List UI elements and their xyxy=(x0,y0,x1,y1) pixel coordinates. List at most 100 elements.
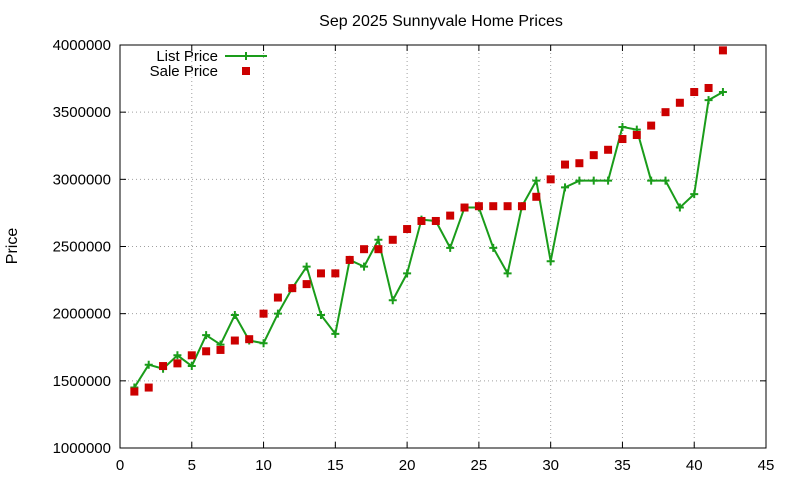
y-tick-label: 1000000 xyxy=(53,440,111,457)
sale-price-point xyxy=(647,121,656,130)
sale-price-point xyxy=(489,202,498,211)
list-price-point xyxy=(202,331,211,340)
x-tick-label: 25 xyxy=(471,457,488,474)
sale-price-point xyxy=(230,336,239,345)
sale-price-point xyxy=(561,160,570,169)
list-price-point xyxy=(618,122,627,131)
list-price-point xyxy=(604,176,613,185)
sale-price-point xyxy=(675,98,684,107)
list-price-point xyxy=(331,329,340,338)
y-tick-label: 2500000 xyxy=(53,239,111,256)
sale-price-point xyxy=(316,269,325,278)
x-tick-label: 20 xyxy=(399,457,416,474)
sale-price-point xyxy=(374,245,383,254)
y-tick-label: 3500000 xyxy=(53,104,111,121)
chart-title: Sep 2025 Sunnyvale Home Prices xyxy=(319,13,563,30)
sale-price-point xyxy=(216,345,225,354)
sale-price-point xyxy=(159,362,168,371)
list-price-point xyxy=(532,176,541,185)
sale-price-point xyxy=(690,88,699,97)
y-tick-label: 2000000 xyxy=(53,306,111,323)
list-price-point xyxy=(388,296,397,305)
sale-price-point xyxy=(446,211,455,220)
x-tick-label: 35 xyxy=(614,457,631,474)
list-price-point xyxy=(230,311,239,320)
x-tick-label: 15 xyxy=(327,457,344,474)
x-tick-label: 30 xyxy=(542,457,559,474)
sale-price-point xyxy=(331,269,340,278)
x-tick-label: 10 xyxy=(255,457,272,474)
y-axis-label: Price xyxy=(4,228,21,265)
sale-price-series xyxy=(130,46,727,396)
x-tick-label: 45 xyxy=(758,457,775,474)
sale-price-point xyxy=(388,235,397,244)
sale-price-point xyxy=(144,383,153,392)
sale-price-point xyxy=(360,245,369,254)
y-tick-label: 3000000 xyxy=(53,171,111,188)
list-price-point xyxy=(374,235,383,244)
list-price-point xyxy=(446,243,455,252)
list-price-point xyxy=(302,262,311,271)
sale-price-point xyxy=(575,159,584,168)
sale-price-point xyxy=(187,351,196,360)
x-tick-label: 40 xyxy=(686,457,703,474)
legend-sale-price-label: Sale Price xyxy=(150,63,218,80)
list-price-point xyxy=(675,203,684,212)
axis-ticks: 0 5 10 15 20 25 30 35 40 45 1000000 1500000 2000000 2… xyxy=(53,37,775,474)
list-price-point xyxy=(273,309,282,318)
list-price-point xyxy=(144,360,153,369)
list-price-point xyxy=(704,96,713,105)
list-price-point xyxy=(546,257,555,266)
sale-price-point xyxy=(661,108,670,117)
series-layer xyxy=(130,46,727,396)
list-price-point xyxy=(575,176,584,185)
list-price-point xyxy=(187,362,196,371)
legend-sale-price-swatch-marker xyxy=(242,67,250,75)
sale-price-point xyxy=(589,151,598,160)
sale-price-point xyxy=(474,202,483,211)
sale-price-point xyxy=(704,83,713,92)
list-price-point xyxy=(403,269,412,278)
list-price-point xyxy=(661,176,670,185)
x-tick-label: 5 xyxy=(188,457,196,474)
y-tick-label: 4000000 xyxy=(53,37,111,54)
sale-price-point xyxy=(245,335,254,344)
sale-price-point xyxy=(431,216,440,225)
sale-price-point xyxy=(417,216,426,225)
sale-price-point xyxy=(532,192,541,201)
sale-price-point xyxy=(288,284,297,293)
sale-price-point xyxy=(403,225,412,234)
list-price-point xyxy=(718,88,727,97)
sale-price-point xyxy=(345,255,354,264)
list-price-point xyxy=(589,176,598,185)
sale-price-point xyxy=(259,309,268,318)
sale-price-point xyxy=(503,202,512,211)
sale-price-point xyxy=(173,359,182,368)
sale-price-point xyxy=(632,131,641,140)
sale-price-point xyxy=(202,347,211,356)
list-price-point xyxy=(489,243,498,252)
sale-price-point xyxy=(302,280,311,289)
list-price-point xyxy=(316,311,325,320)
list-price-point xyxy=(647,176,656,185)
sale-price-point xyxy=(618,135,627,144)
list-price-point xyxy=(690,190,699,199)
legend-list-price-swatch-marker xyxy=(242,52,250,60)
sale-price-point xyxy=(546,175,555,184)
sale-price-point xyxy=(273,293,282,302)
list-price-point xyxy=(503,269,512,278)
list-price-point xyxy=(173,351,182,360)
sale-price-point xyxy=(517,202,526,211)
list-price-point xyxy=(360,262,369,271)
list-price-point xyxy=(561,183,570,192)
x-tick-label: 0 xyxy=(116,457,124,474)
y-tick-label: 1500000 xyxy=(53,373,111,390)
sale-price-point xyxy=(460,203,469,212)
sale-price-point xyxy=(718,46,727,55)
legend-list-price-label: List Price xyxy=(156,48,218,65)
list-price-point xyxy=(259,339,268,348)
sale-price-point xyxy=(604,145,613,154)
